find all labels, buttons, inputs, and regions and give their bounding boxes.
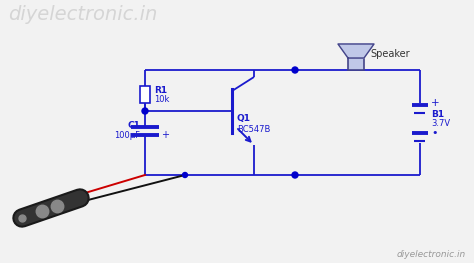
Circle shape bbox=[292, 67, 298, 73]
Text: diyelectronic.in: diyelectronic.in bbox=[8, 5, 157, 24]
Circle shape bbox=[142, 108, 148, 114]
Text: BC547B: BC547B bbox=[237, 124, 270, 134]
Text: R1: R1 bbox=[154, 86, 167, 95]
Text: diyelectronic.in: diyelectronic.in bbox=[397, 250, 466, 259]
Bar bbox=[140, 86, 150, 103]
Text: +: + bbox=[161, 130, 169, 140]
Text: 10k: 10k bbox=[154, 95, 169, 104]
Text: 100μF: 100μF bbox=[114, 132, 140, 140]
Text: B1: B1 bbox=[431, 110, 444, 119]
Text: +: + bbox=[431, 98, 439, 108]
Text: 3.7V: 3.7V bbox=[431, 119, 450, 128]
Text: C1: C1 bbox=[127, 122, 140, 130]
Circle shape bbox=[292, 172, 298, 178]
Text: Q1: Q1 bbox=[237, 114, 251, 124]
Text: •: • bbox=[431, 128, 438, 138]
Circle shape bbox=[182, 173, 188, 178]
Text: Speaker: Speaker bbox=[370, 49, 410, 59]
Bar bbox=[348, 58, 364, 70]
Polygon shape bbox=[338, 44, 374, 58]
